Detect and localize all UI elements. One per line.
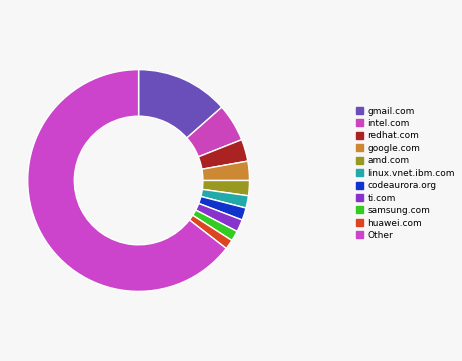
- Wedge shape: [202, 161, 249, 180]
- Wedge shape: [202, 180, 249, 196]
- Wedge shape: [201, 190, 249, 208]
- Wedge shape: [187, 107, 242, 157]
- Legend: gmail.com, intel.com, redhat.com, google.com, amd.com, linux.vnet.ibm.com, codea: gmail.com, intel.com, redhat.com, google…: [353, 104, 457, 243]
- Wedge shape: [189, 215, 232, 248]
- Wedge shape: [199, 196, 246, 220]
- Wedge shape: [193, 210, 237, 240]
- Wedge shape: [196, 203, 242, 231]
- Wedge shape: [198, 140, 248, 169]
- Wedge shape: [28, 70, 226, 291]
- Wedge shape: [139, 70, 222, 138]
